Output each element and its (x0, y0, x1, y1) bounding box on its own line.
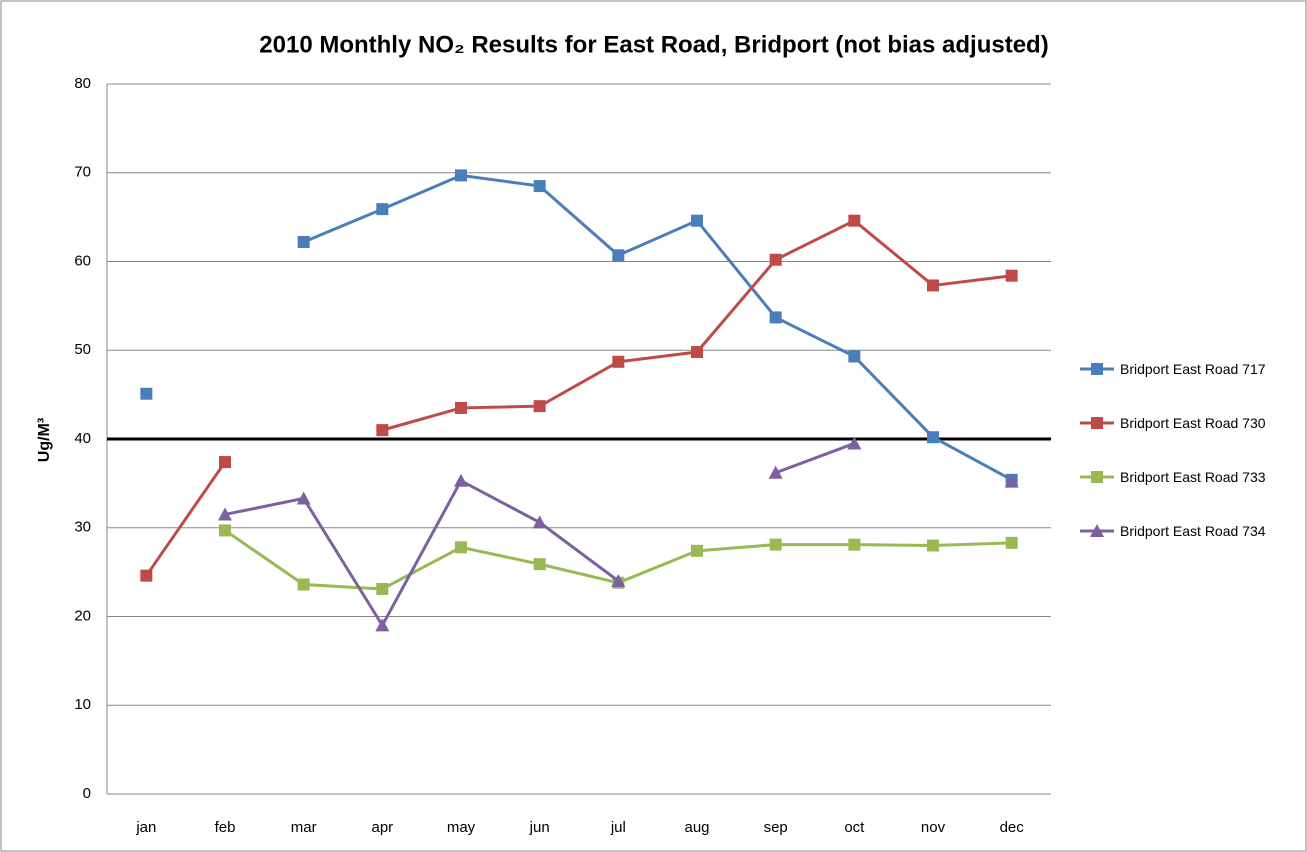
marker (296, 491, 311, 505)
x-tick-label: feb (215, 819, 236, 836)
x-tick-label: oct (844, 819, 865, 836)
marker (927, 431, 939, 444)
x-tick-label: dec (1000, 819, 1025, 836)
x-tick-label: jun (529, 819, 550, 836)
marker (376, 203, 389, 216)
marker (533, 558, 546, 571)
marker (848, 214, 861, 227)
marker (768, 465, 783, 479)
marker (455, 401, 467, 414)
marker (769, 538, 782, 551)
y-tick-label: 80 (74, 75, 91, 92)
marker (218, 507, 232, 521)
x-tick-label: jul (610, 819, 626, 836)
marker (927, 539, 939, 552)
legend-entry: Bridport East Road 730 (1120, 415, 1266, 431)
marker (691, 214, 703, 227)
y-tick-label: 40 (74, 430, 91, 447)
y-tick-label: 0 (83, 785, 91, 802)
legend-swatch (1091, 417, 1103, 429)
legend-swatch (1090, 524, 1104, 537)
x-tick-label: nov (921, 819, 946, 836)
chart-title: 2010 Monthly NO₂ Results for East Road, … (259, 31, 1048, 58)
y-tick-label: 20 (74, 607, 91, 624)
x-tick-label: apr (371, 819, 393, 836)
y-tick-label: 70 (74, 164, 91, 181)
marker (691, 544, 703, 557)
marker (375, 618, 390, 632)
marker (532, 515, 547, 529)
marker (219, 456, 231, 469)
marker (611, 574, 626, 587)
y-tick-label: 60 (74, 252, 91, 269)
y-tick-label: 10 (74, 696, 91, 713)
marker (140, 569, 153, 582)
marker (848, 350, 861, 363)
marker (454, 473, 468, 487)
marker (455, 169, 467, 182)
marker (297, 578, 310, 591)
legend-swatch (1091, 363, 1103, 375)
marker (140, 387, 153, 400)
legend-swatch (1091, 471, 1103, 483)
x-tick-label: may (447, 819, 476, 836)
marker (769, 311, 782, 324)
x-tick-label: jan (135, 819, 156, 836)
marker (927, 279, 939, 292)
x-tick-label: mar (291, 819, 317, 836)
marker (533, 180, 546, 193)
legend-entry: Bridport East Road 733 (1120, 469, 1266, 485)
y-axis-label: Ug/M³ (36, 418, 53, 462)
marker (1005, 269, 1018, 282)
marker (847, 436, 862, 450)
marker (848, 538, 861, 551)
marker (1005, 536, 1018, 549)
marker (612, 249, 625, 262)
marker (612, 355, 625, 368)
x-tick-label: aug (684, 819, 709, 836)
y-tick-label: 50 (74, 341, 91, 358)
marker (455, 541, 467, 554)
marker (297, 235, 310, 248)
marker (376, 582, 389, 595)
marker (691, 346, 703, 359)
legend-entry: Bridport East Road 734 (1120, 523, 1266, 539)
legend-entry: Bridport East Road 717 (1120, 361, 1266, 377)
marker (533, 400, 546, 413)
marker (376, 424, 389, 437)
marker (1004, 474, 1019, 488)
marker (219, 524, 231, 537)
series-line (303, 173, 1013, 482)
y-tick-label: 30 (74, 519, 91, 536)
marker (769, 253, 782, 266)
x-tick-label: sep (764, 819, 788, 836)
